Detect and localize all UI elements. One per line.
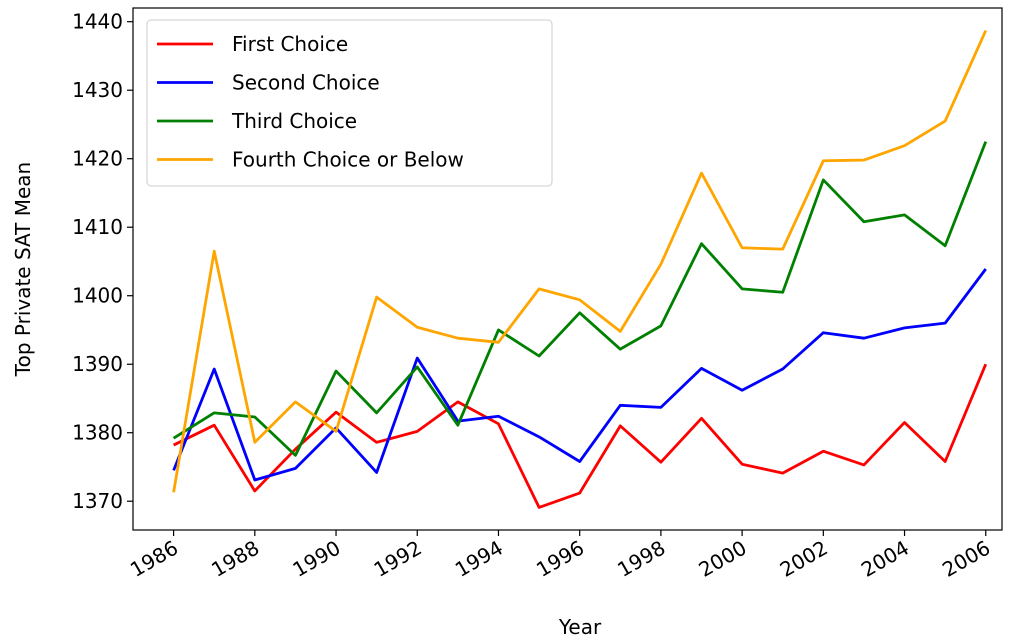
y-axis-label: Top Private SAT Mean: [11, 162, 35, 377]
series-line: [172, 268, 987, 482]
x-tick-label: 2000: [695, 536, 751, 582]
legend-label: Second Choice: [232, 71, 380, 95]
legend-label: Fourth Choice or Below: [232, 148, 464, 172]
y-tick-label: 1410: [72, 215, 123, 239]
x-axis-label: Year: [558, 615, 602, 639]
x-tick-label: 2002: [776, 536, 832, 582]
y-tick-label: 1400: [72, 284, 123, 308]
x-tick-label: 1998: [613, 536, 669, 582]
y-tick-label: 1370: [72, 489, 123, 513]
x-tick-label: 2006: [938, 536, 994, 582]
legend-box: [146, 19, 553, 187]
series-line: [172, 141, 988, 457]
y-tick-label: 1390: [72, 352, 123, 376]
y-tick-label: 1420: [72, 147, 123, 171]
legend-label: Third Choice: [231, 109, 357, 133]
x-tick-label: 1986: [126, 536, 182, 582]
legend-label: First Choice: [232, 32, 348, 56]
x-tick-label: 1992: [370, 536, 426, 582]
series-line: [172, 363, 988, 509]
y-tick-label: 1430: [72, 78, 123, 102]
x-tick-label: 1996: [532, 536, 588, 582]
x-tick-label: 1990: [288, 536, 344, 582]
x-tick-label: 1994: [451, 536, 507, 582]
y-tick-label: 1440: [72, 10, 123, 34]
series-line: [172, 30, 988, 493]
plot-frame: [132, 7, 1003, 531]
y-tick-label: 1380: [72, 421, 123, 445]
x-tick-label: 2004: [857, 536, 913, 582]
x-tick-label: 1988: [207, 536, 263, 582]
